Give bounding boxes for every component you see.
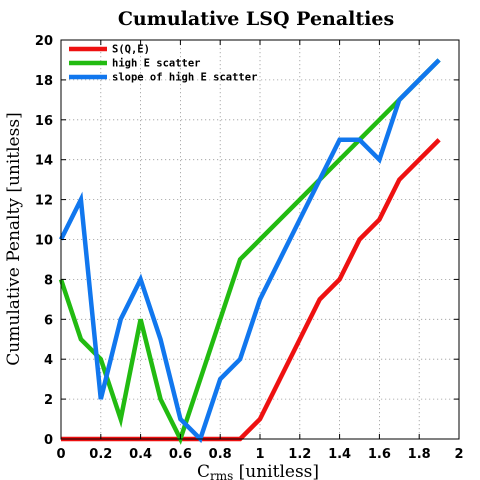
- series-line-2: [58, 58, 441, 445]
- grid-layer: [61, 40, 459, 439]
- y-tick-label: 12: [35, 194, 53, 209]
- tick-layer: 0 0.2 0.4 0.6 0.8 1 1.2 1.4 1.6 1.8 20246810121416…: [35, 34, 464, 462]
- x-tick-label: 0.2: [89, 447, 112, 462]
- y-tick-label: 0: [44, 433, 53, 448]
- x-tick-label: 1.6: [368, 447, 391, 462]
- x-tick-label: 1.8: [408, 447, 431, 462]
- series-line-3: [58, 58, 441, 444]
- y-tick-label: 18: [35, 74, 53, 89]
- y-tick-label: 14: [35, 154, 53, 169]
- legend: S(Q,E) high E scatter slope of high E scat…: [69, 44, 257, 84]
- x-axis-label: Crms [unitless]: [197, 462, 319, 480]
- chart-title: Cumulative LSQ Penalties: [118, 8, 394, 30]
- y-tick-label: 10: [35, 234, 53, 249]
- x-tick-label: 1: [255, 447, 264, 462]
- y-tick-label: 4: [44, 353, 53, 368]
- x-axis-label-subscript: rms: [210, 469, 233, 480]
- x-tick-label: 0.4: [129, 447, 152, 462]
- series-line-1: [61, 138, 441, 442]
- x-axis-label-unit: [unitless]: [233, 462, 319, 480]
- x-tick-label: 0.6: [169, 447, 192, 462]
- y-tick-label: 20: [35, 34, 53, 49]
- legend-label-1: S(Q,E): [112, 44, 150, 56]
- x-tick-label: 0: [56, 447, 65, 462]
- x-tick-label: 2: [454, 447, 463, 462]
- x-tick-label: 0.8: [209, 447, 232, 462]
- y-tick-label: 16: [35, 114, 53, 129]
- x-tick-label: 1.4: [328, 447, 351, 462]
- y-tick-label: 2: [44, 393, 53, 408]
- x-tick-label: 1.2: [288, 447, 311, 462]
- x-axis-label-main: C: [197, 462, 210, 480]
- y-axis-label: Cumulative Penalty [unitless]: [4, 112, 24, 365]
- legend-label-3: slope of high E scatter: [112, 72, 257, 84]
- series-layer: [58, 58, 441, 445]
- legend-label-2: high E scatter: [112, 58, 201, 70]
- y-tick-label: 6: [44, 313, 53, 328]
- y-tick-label: 8: [44, 273, 53, 288]
